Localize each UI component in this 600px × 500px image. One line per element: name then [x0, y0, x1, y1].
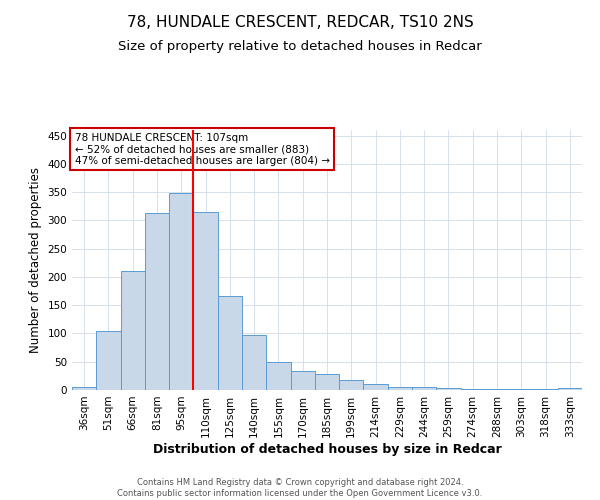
Bar	[533, 389, 558, 390]
Bar	[436, 388, 461, 390]
Bar	[461, 389, 485, 390]
Bar	[145, 213, 169, 390]
Text: 78 HUNDALE CRESCENT: 107sqm
← 52% of detached houses are smaller (883)
47% of se: 78 HUNDALE CRESCENT: 107sqm ← 52% of det…	[74, 132, 329, 166]
Bar	[485, 389, 509, 390]
Bar	[169, 194, 193, 390]
Bar	[364, 384, 388, 390]
Bar	[266, 362, 290, 390]
Text: 78, HUNDALE CRESCENT, REDCAR, TS10 2NS: 78, HUNDALE CRESCENT, REDCAR, TS10 2NS	[127, 15, 473, 30]
Bar	[96, 330, 121, 390]
Bar	[412, 387, 436, 390]
Bar	[193, 212, 218, 390]
Bar	[218, 296, 242, 390]
Bar	[339, 380, 364, 390]
Bar	[290, 371, 315, 390]
Bar	[388, 387, 412, 390]
Bar	[72, 386, 96, 390]
Text: Contains HM Land Registry data © Crown copyright and database right 2024.
Contai: Contains HM Land Registry data © Crown c…	[118, 478, 482, 498]
Bar	[509, 389, 533, 390]
Bar	[121, 272, 145, 390]
Text: Size of property relative to detached houses in Redcar: Size of property relative to detached ho…	[118, 40, 482, 53]
Bar	[242, 334, 266, 390]
Y-axis label: Number of detached properties: Number of detached properties	[29, 167, 42, 353]
Bar	[558, 388, 582, 390]
Bar	[315, 374, 339, 390]
X-axis label: Distribution of detached houses by size in Redcar: Distribution of detached houses by size …	[152, 442, 502, 456]
